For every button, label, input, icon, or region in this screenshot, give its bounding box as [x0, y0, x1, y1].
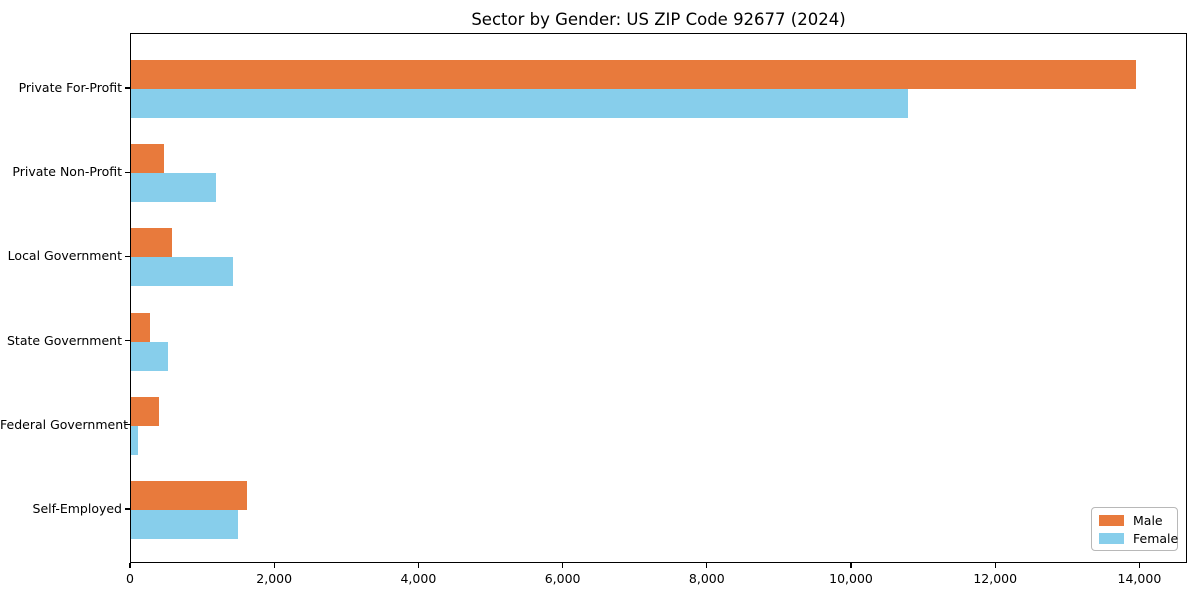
y-tick-label-state-government: State Government — [6, 332, 122, 348]
x-tick-label-14000: 14,000 — [1117, 571, 1162, 586]
bar-female-federal-government — [131, 425, 139, 455]
y-tick-mark-private-non-profit — [125, 171, 130, 173]
bar-female-state-government — [131, 341, 168, 371]
y-tick-label-federal-government: Federal Government — [0, 416, 129, 432]
chart-title: Sector by Gender: US ZIP Code 92677 (202… — [471, 10, 846, 29]
x-tick-mark-4000 — [417, 563, 419, 568]
y-tick-label-private-for-profit: Private For-Profit — [18, 80, 122, 95]
y-tick-mark-private-for-profit — [125, 87, 130, 89]
x-tick-label-12000: 12,000 — [973, 571, 1018, 586]
y-tick-mark-state-government — [125, 340, 130, 342]
legend-label-male: Male — [1133, 513, 1163, 528]
x-tick-label-0: 0 — [126, 571, 134, 586]
x-tick-mark-8000 — [706, 563, 708, 568]
bar-female-private-non-profit — [131, 173, 217, 203]
x-tick-mark-2000 — [273, 563, 275, 568]
y-tick-label-private-non-profit: Private Non-Profit — [12, 164, 122, 180]
x-tick-mark-12000 — [994, 563, 996, 568]
x-tick-mark-10000 — [850, 563, 852, 568]
legend-entry-male: Male — [1099, 513, 1170, 528]
legend-swatch-male — [1099, 515, 1124, 526]
y-tick-mark-self-employed — [125, 508, 130, 510]
x-tick-label-2000: 2,000 — [256, 571, 293, 586]
plot-area — [130, 33, 1187, 563]
x-tick-mark-6000 — [562, 563, 564, 568]
x-tick-label-10000: 10,000 — [829, 571, 873, 586]
bar-female-local-government — [131, 257, 233, 287]
x-tick-mark-14000 — [1138, 563, 1140, 568]
bar-male-local-government — [131, 228, 173, 258]
legend-label-female: Female — [1133, 531, 1179, 546]
bar-male-self-employed — [131, 481, 248, 510]
y-tick-mark-federal-government — [125, 424, 130, 426]
x-tick-mark-0 — [129, 563, 131, 568]
y-tick-label-self-employed: Self-Employed — [32, 501, 122, 516]
bar-male-federal-government — [131, 396, 160, 426]
bar-female-private-for-profit — [131, 89, 909, 118]
legend: Male Female — [1091, 507, 1178, 551]
x-tick-label-4000: 4,000 — [400, 571, 437, 586]
x-tick-label-6000: 6,000 — [544, 571, 581, 586]
bar-male-private-non-profit — [131, 144, 165, 174]
y-tick-mark-local-government — [125, 255, 130, 257]
x-tick-label-8000: 8,000 — [688, 571, 725, 586]
legend-swatch-female — [1099, 533, 1124, 544]
bar-male-state-government — [131, 312, 150, 342]
legend-entry-female: Female — [1099, 531, 1178, 546]
bar-female-self-employed — [131, 510, 238, 539]
y-tick-label-local-government: Local Government — [7, 248, 122, 264]
bar-male-private-for-profit — [131, 60, 1137, 89]
